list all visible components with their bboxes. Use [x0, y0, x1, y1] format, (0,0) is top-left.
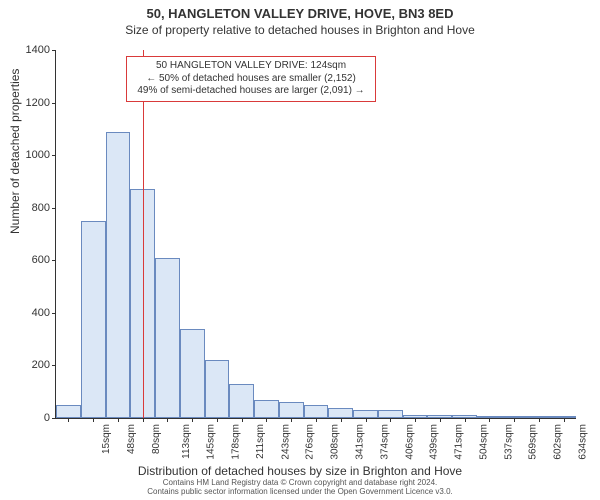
- y-tick-mark: [52, 103, 56, 104]
- histogram-bar: [229, 384, 254, 418]
- x-tick-mark: [514, 418, 515, 422]
- annotation-line-2: ← 50% of detached houses are smaller (2,…: [132, 73, 370, 86]
- annotation-line-1: 50 HANGLETON VALLEY DRIVE: 124sqm: [132, 60, 370, 73]
- x-tick-mark: [440, 418, 441, 422]
- footnote-line-1: Contains HM Land Registry data © Crown c…: [0, 478, 600, 487]
- histogram-bar: [180, 329, 205, 418]
- marker-line: [143, 50, 144, 418]
- y-tick-label: 400: [32, 307, 50, 319]
- histogram-bar: [205, 360, 230, 418]
- x-tick-mark: [242, 418, 243, 422]
- y-tick-label: 1000: [26, 149, 50, 161]
- chart-title: 50, HANGLETON VALLEY DRIVE, HOVE, BN3 8E…: [0, 0, 600, 21]
- y-tick-label: 200: [32, 359, 50, 371]
- footnote: Contains HM Land Registry data © Crown c…: [0, 478, 600, 496]
- annotation-line-3: 49% of semi-detached houses are larger (…: [132, 85, 370, 98]
- footnote-line-2: Contains public sector information licen…: [0, 487, 600, 496]
- histogram-bar: [106, 132, 131, 419]
- x-tick-mark: [167, 418, 168, 422]
- y-tick-mark: [52, 50, 56, 51]
- x-tick-mark: [291, 418, 292, 422]
- x-tick-mark: [489, 418, 490, 422]
- y-axis-title: Number of detached properties: [8, 69, 22, 234]
- x-tick-mark: [564, 418, 565, 422]
- x-axis-title: Distribution of detached houses by size …: [0, 464, 600, 478]
- y-tick-mark: [52, 365, 56, 366]
- histogram-bar: [328, 408, 353, 419]
- y-tick-label: 0: [44, 412, 50, 424]
- histogram-bar: [155, 258, 180, 418]
- annotation-box: 50 HANGLETON VALLEY DRIVE: 124sqm ← 50% …: [126, 56, 376, 102]
- histogram-bar: [81, 221, 106, 418]
- y-tick-mark: [52, 418, 56, 419]
- chart-subtitle: Size of property relative to detached ho…: [0, 21, 600, 37]
- y-tick-mark: [52, 155, 56, 156]
- x-tick-mark: [192, 418, 193, 422]
- x-tick-mark: [415, 418, 416, 422]
- bars-layer: [56, 50, 576, 418]
- y-tick-mark: [52, 313, 56, 314]
- x-tick-mark: [143, 418, 144, 422]
- y-tick-label: 1400: [26, 44, 50, 56]
- x-tick-mark: [217, 418, 218, 422]
- histogram-bar: [254, 400, 279, 418]
- x-tick-mark: [366, 418, 367, 422]
- x-tick-mark: [68, 418, 69, 422]
- y-tick-mark: [52, 260, 56, 261]
- x-tick-mark: [390, 418, 391, 422]
- x-tick-mark: [118, 418, 119, 422]
- chart-container: 50, HANGLETON VALLEY DRIVE, HOVE, BN3 8E…: [0, 0, 600, 500]
- histogram-bar: [304, 405, 329, 418]
- x-tick-mark: [341, 418, 342, 422]
- y-tick-label: 800: [32, 202, 50, 214]
- histogram-bar: [56, 405, 81, 418]
- histogram-bar: [378, 410, 403, 418]
- x-tick-mark: [316, 418, 317, 422]
- x-tick-mark: [93, 418, 94, 422]
- x-tick-mark: [266, 418, 267, 422]
- x-tick-mark: [465, 418, 466, 422]
- y-tick-label: 600: [32, 254, 50, 266]
- chart-plot-area: 0200400600800100012001400 15sqm48sqm80sq…: [55, 50, 576, 419]
- y-tick-mark: [52, 208, 56, 209]
- x-tick-mark: [539, 418, 540, 422]
- histogram-bar: [353, 410, 378, 418]
- y-tick-label: 1200: [26, 97, 50, 109]
- histogram-bar: [279, 402, 304, 418]
